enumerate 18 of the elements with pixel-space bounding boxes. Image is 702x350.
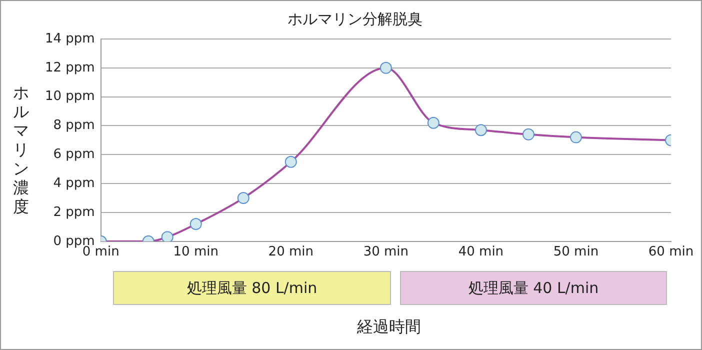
y-tick-label: 6 ppm: [53, 147, 95, 162]
x-axis-title: 経過時間: [356, 317, 422, 338]
y-tick-label: 12 ppm: [45, 60, 95, 76]
y-tick-label: 10 ppm: [45, 89, 95, 104]
y-axis-title: ホルマリン濃度: [12, 83, 30, 216]
y-tick-label: 4 ppm: [53, 176, 95, 191]
text: 処理風量 80 L/min: [113, 271, 391, 305]
y-tick-label: 14 ppm: [45, 31, 95, 46]
y-tick-label: 2 ppm: [53, 204, 95, 220]
x-tick-label: 10 min: [173, 244, 218, 260]
x-tick-label: 50 min: [553, 244, 599, 260]
y-tick-label: 8 ppm: [53, 118, 95, 134]
chart-title: ホルマリン分解脱臭: [288, 10, 422, 28]
x-tick-label: 40 min: [458, 244, 504, 260]
x-tick-label: 60 min: [648, 244, 694, 260]
x-tick-label: 30 min: [363, 244, 409, 260]
x-tick-label: 20 min: [268, 244, 314, 260]
text: 処理風量 40 L/min: [400, 271, 667, 305]
